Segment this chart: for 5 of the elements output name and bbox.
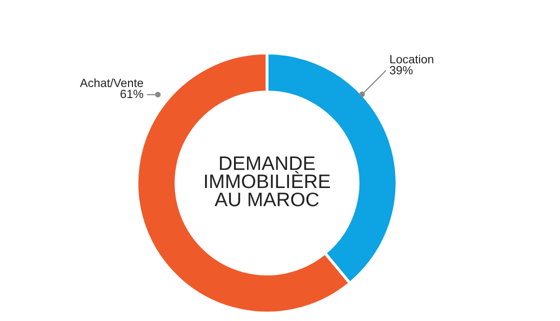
data-label: 61%: [120, 90, 144, 98]
text: DEMANDE IMMOBILIÈRE AU MAROC: [205, 156, 330, 206]
data-label: 39%: [390, 66, 413, 74]
slice-label: Location: [390, 54, 434, 64]
slice-label: Achat/Vente: [80, 78, 144, 88]
